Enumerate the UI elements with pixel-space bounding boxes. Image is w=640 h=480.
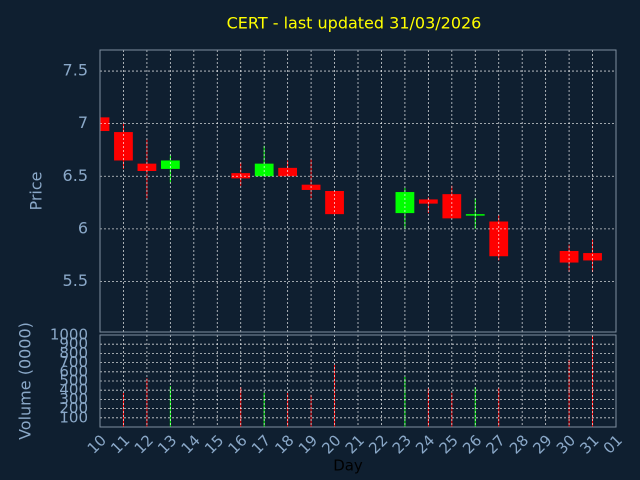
volume-tick-label: 700	[59, 353, 88, 371]
y-tick-label: 7.5	[63, 61, 88, 80]
volume-tick-label: 600	[59, 362, 88, 380]
volume-tick-label: 900	[59, 335, 88, 353]
candle-body	[418, 199, 438, 204]
volume-tick-label: 400	[59, 381, 88, 399]
chart-title: CERT - last updated 31/03/2026	[227, 14, 482, 33]
candle-body	[559, 250, 579, 263]
candle-body	[278, 167, 298, 177]
volume-tick-label: 200	[59, 399, 88, 417]
y-tick-label: 6	[78, 218, 88, 237]
volume-tick-label: 100	[59, 408, 88, 426]
volume-tick-label: 300	[59, 390, 88, 408]
volume-tick-label: 1000	[50, 326, 88, 344]
volume-frame	[99, 334, 617, 428]
price-frame	[99, 49, 617, 333]
y-tick-label: 7	[78, 113, 88, 132]
y-tick-label: 6.5	[63, 166, 88, 185]
y-tick-label: 5.5	[63, 271, 88, 290]
candle-body	[254, 163, 274, 177]
volume-axis-label: Volume (0000)	[16, 322, 35, 440]
y-axis-label: Price	[27, 171, 46, 210]
x-axis-label: Day	[333, 457, 363, 475]
volume-tick-label: 500	[59, 372, 88, 390]
candle-body	[160, 160, 180, 169]
candle-body	[100, 117, 110, 132]
volume-tick-label: 800	[59, 344, 88, 362]
candle-body	[583, 253, 602, 261]
